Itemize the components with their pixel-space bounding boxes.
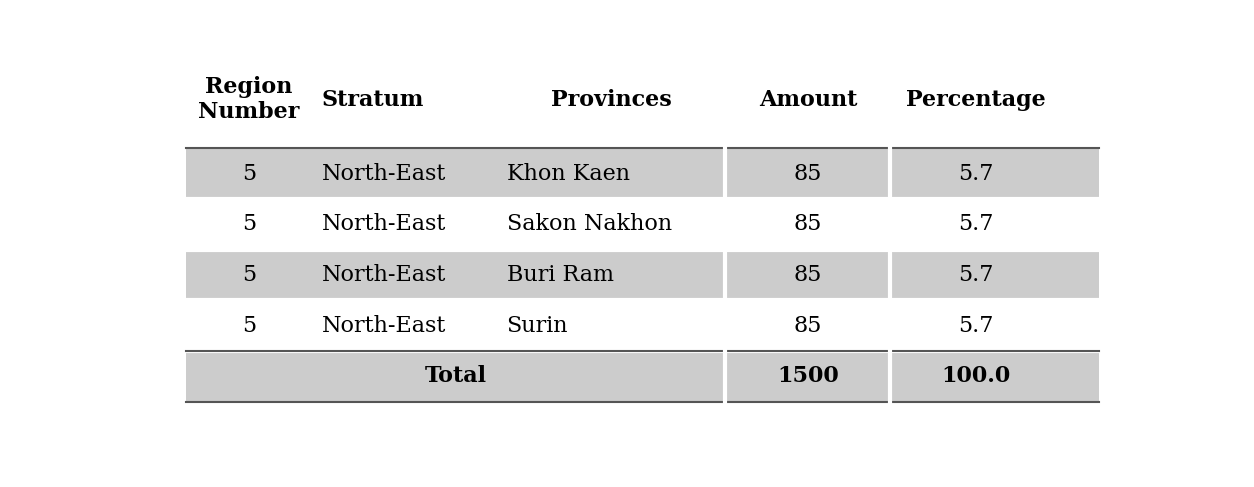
- Text: 5: 5: [242, 315, 256, 337]
- Text: 5.7: 5.7: [958, 213, 993, 235]
- Text: 85: 85: [794, 315, 823, 337]
- Text: 85: 85: [794, 264, 823, 286]
- Text: Region
Number: Region Number: [198, 76, 300, 123]
- Text: 5: 5: [242, 213, 256, 235]
- Bar: [186, 300, 1100, 351]
- Text: Surin: Surin: [507, 315, 568, 337]
- Text: Stratum: Stratum: [322, 89, 424, 111]
- Text: 85: 85: [794, 163, 823, 185]
- Text: 5: 5: [242, 163, 256, 185]
- Bar: [186, 351, 1100, 402]
- Text: Khon Kaen: Khon Kaen: [507, 163, 630, 185]
- Text: Amount: Amount: [759, 89, 856, 111]
- Text: Sakon Nakhon: Sakon Nakhon: [507, 213, 672, 235]
- Bar: [186, 250, 1100, 300]
- Text: North-East: North-East: [322, 264, 446, 286]
- Text: 5.7: 5.7: [958, 315, 993, 337]
- Text: Total: Total: [425, 365, 487, 387]
- Text: 5: 5: [242, 264, 256, 286]
- Text: 85: 85: [794, 213, 823, 235]
- Text: Provinces: Provinces: [551, 89, 671, 111]
- Text: North-East: North-East: [322, 163, 446, 185]
- Text: 5.7: 5.7: [958, 264, 993, 286]
- Text: Buri Ram: Buri Ram: [507, 264, 613, 286]
- Text: Percentage: Percentage: [905, 89, 1046, 111]
- Text: 1500: 1500: [777, 365, 839, 387]
- Text: North-East: North-East: [322, 315, 446, 337]
- Text: 100.0: 100.0: [940, 365, 1011, 387]
- Text: 5.7: 5.7: [958, 163, 993, 185]
- Text: North-East: North-East: [322, 213, 446, 235]
- Bar: [186, 199, 1100, 250]
- Bar: [186, 149, 1100, 199]
